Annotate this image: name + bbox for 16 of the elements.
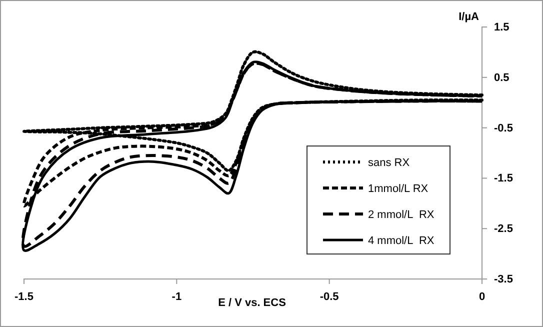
x-axis-title: E / V vs. ECS	[218, 297, 286, 309]
x-tick-label: -1	[172, 291, 182, 304]
y-tick-label: -3.5	[494, 274, 513, 286]
y-axis-title: I/µA	[458, 11, 480, 23]
legend-label: 1mmol/L RX	[368, 183, 429, 195]
x-tick-label: -0.5	[320, 291, 339, 304]
y-tick-label: 0.5	[494, 72, 510, 84]
legend-label: 2 mmol/L RX	[368, 209, 435, 221]
y-tick-label: -0.5	[494, 122, 513, 134]
x-tick-label: -1.5	[14, 291, 34, 304]
legend-label: 4 mmol/L RX	[368, 235, 435, 247]
legend-label: sans RX	[368, 157, 410, 169]
y-tick-label: -2.5	[494, 223, 513, 236]
y-tick-label: 1.5	[494, 22, 510, 34]
y-tick-label: -1.5	[494, 172, 513, 185]
x-tick-label: 0	[478, 291, 486, 304]
